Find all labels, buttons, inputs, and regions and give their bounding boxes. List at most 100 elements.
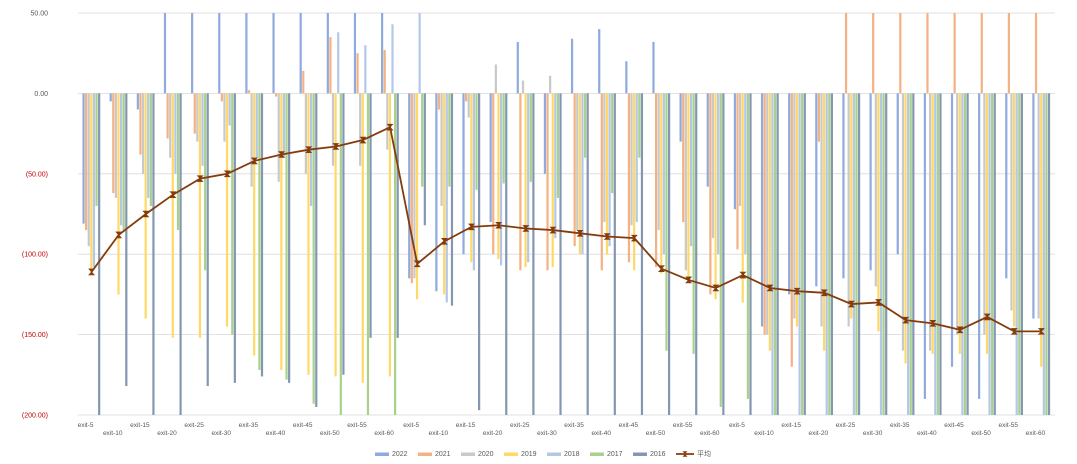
bar-2018-7: [282, 93, 286, 158]
bar-2019-35: [1040, 93, 1043, 367]
bar-2020-8: [304, 93, 307, 174]
x-tick-label: exit-25: [184, 422, 204, 429]
bar-2022-21: [652, 41, 655, 94]
bar-2021-2: [139, 93, 142, 155]
bar-2017-34: [1018, 93, 1021, 416]
x-axis-ticks: exit-5 exit-10 exit-15 exit-20 exit-25 exit-3…: [78, 422, 1046, 437]
bar-2021-32: [953, 13, 956, 94]
bar-2018-0: [92, 93, 96, 268]
bar-2020-16: [521, 80, 525, 94]
bar-2017-21: [665, 93, 668, 351]
bar-2017-13: [448, 93, 451, 187]
average-marker-6: [250, 157, 258, 165]
bar-2020-21: [657, 93, 660, 231]
bar-2020-18: [576, 93, 579, 231]
bar-2019-17: [551, 93, 554, 268]
bar-2019-26: [795, 93, 799, 327]
bar-2021-5: [220, 93, 223, 102]
x-tick-label: exit-40: [591, 430, 611, 437]
bar-2019-20: [633, 93, 636, 271]
x-tick-label: exit-40: [917, 430, 937, 437]
bar-2021-23: [709, 93, 712, 295]
bar-2017-30: [909, 93, 912, 416]
bar-2017-32: [963, 93, 967, 416]
bar-2021-8: [302, 70, 305, 94]
bar-2019-5: [225, 93, 229, 327]
bar-2021-28: [844, 13, 848, 94]
x-tick-label: exit-25: [836, 422, 856, 429]
bar-2016-17: [559, 93, 562, 416]
bar-2020-22: [684, 93, 687, 271]
bar-2018-13: [445, 93, 448, 303]
bar-2019-13: [443, 93, 446, 295]
average-marker-17: [549, 226, 557, 234]
bar-2021-14: [465, 93, 468, 102]
bar-2016-28: [857, 93, 861, 416]
bar-2019-3: [171, 93, 174, 338]
bar-2022-2: [136, 93, 139, 110]
bar-2020-14: [467, 93, 470, 118]
bar-2016-32: [966, 93, 969, 416]
bar-2020-17: [549, 75, 552, 94]
x-tick-label: exit-55: [347, 422, 367, 429]
bar-2017-1: [122, 93, 125, 231]
bar-2017-20: [638, 93, 641, 158]
bar-2018-10: [364, 45, 367, 94]
bar-2021-16: [519, 93, 522, 271]
y-tick-label: (150.00): [22, 332, 48, 339]
average-marker-18: [576, 229, 584, 237]
bar-2017-15: [502, 93, 505, 184]
average-line: [88, 123, 1045, 335]
average-marker-30: [902, 316, 910, 324]
bar-2017-6: [258, 93, 261, 370]
bar-2021-15: [492, 93, 495, 255]
bar-2020-31: [928, 93, 932, 351]
bar-2021-19: [600, 93, 603, 271]
legend-label-2019: 2019: [521, 451, 537, 458]
bar-2019-9: [334, 93, 337, 377]
x-tick-label: exit-20: [483, 430, 503, 437]
bar-2017-16: [529, 93, 532, 182]
bar-2016-23: [722, 93, 725, 416]
bar-2021-30: [899, 13, 902, 94]
bar-2022-22: [679, 93, 682, 142]
x-tick-label: exit-15: [130, 422, 150, 429]
legend-marker-average: [682, 451, 688, 457]
bar-2022-24: [733, 93, 737, 210]
bar-2022-27: [815, 93, 818, 287]
bar-2022-15: [489, 93, 492, 223]
bar-2018-19: [608, 93, 611, 247]
bar-2020-24: [739, 93, 742, 206]
bar-2017-25: [773, 93, 777, 416]
bar-2016-30: [912, 93, 915, 416]
average-marker-13: [440, 238, 448, 245]
bar-2022-35: [1032, 93, 1035, 319]
bar-2019-29: [877, 93, 880, 332]
x-tick-label: exit-55: [673, 422, 693, 429]
bar-2018-16: [527, 93, 530, 263]
bar-2021-13: [437, 93, 441, 110]
bar-2019-19: [605, 93, 609, 255]
x-tick-label: exit-35: [890, 422, 910, 429]
bar-2018-2: [147, 93, 150, 198]
bar-2018-26: [798, 93, 801, 416]
bar-2016-8: [315, 93, 318, 407]
y-tick-label: (200.00): [22, 413, 48, 420]
bar-2021-1: [112, 93, 115, 194]
bar-2018-32: [961, 93, 964, 416]
bar-2019-31: [931, 93, 934, 354]
bar-2018-9: [337, 32, 340, 94]
bar-2018-35: [1042, 93, 1045, 416]
average-marker-33: [983, 313, 991, 321]
bar-2021-25: [763, 93, 766, 335]
y-axis-ticks: 50.00 0.00 (50.00) (100.00) (150.00) (200.00): [22, 11, 48, 420]
average-marker-20: [630, 234, 638, 242]
x-tick-label: exit-20: [157, 430, 177, 437]
bar-2016-10: [369, 93, 372, 338]
bar-2019-33: [985, 93, 989, 354]
average-marker-28: [847, 300, 855, 308]
bar-2020-35: [1037, 93, 1040, 319]
bar-2022-7: [272, 13, 275, 94]
bar-2016-7: [288, 93, 291, 383]
bar-2016-22: [695, 93, 698, 416]
